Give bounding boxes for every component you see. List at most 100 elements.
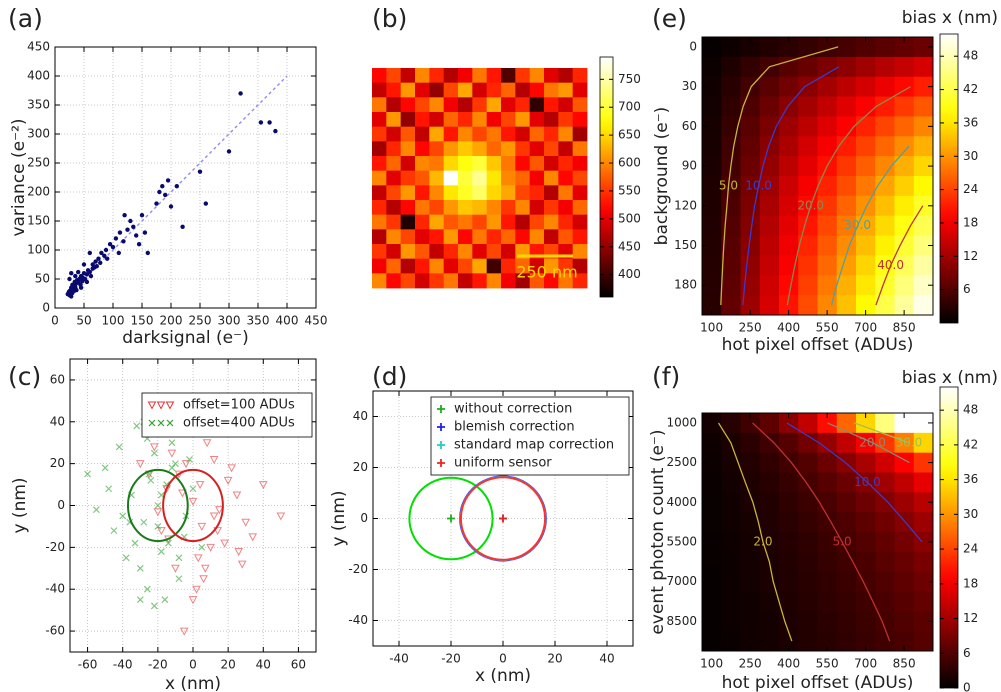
heatmap-cell [443,112,459,128]
heatmap-cell [501,273,516,289]
heatmap-cell [894,255,915,276]
heatmap-cell [429,82,445,98]
heatmap-cell [515,112,531,128]
heatmap-cell [721,255,741,276]
heatmap-cell [721,591,741,612]
heatmap-cell [798,96,818,117]
heatmap-cell [544,229,559,245]
data-point [71,283,76,289]
heatmap-cell [875,432,895,454]
heatmap-cell [740,255,761,276]
heatmap-cell [913,156,934,177]
colorbar-tick-label: 42 [963,82,978,96]
data-point [98,260,103,265]
legend-marker [437,441,445,449]
x-tick-label: 100 [700,657,723,671]
heatmap-cell [798,591,818,612]
data-point [121,239,126,244]
heatmap-cell [429,126,445,142]
heatmap-cell [875,255,895,276]
heatmap-cell [443,170,459,186]
heatmap-cell [740,136,761,157]
data-point [105,256,110,261]
heatmap-cell [721,295,741,316]
heatmap-cell [529,68,545,84]
x-tick-label: 850 [893,321,916,335]
heatmap-cell [798,631,818,652]
heatmap-cell [836,591,857,612]
heatmap-cell [779,176,799,197]
y-tick-label: -20 [45,540,65,554]
x-tick-label: 0 [189,658,197,672]
data-point [150,602,158,610]
heatmap-cell [415,141,430,157]
data-point [140,518,148,526]
heatmap-cell [817,631,838,652]
heatmap-cell [721,37,741,58]
heatmap-cell [501,185,516,201]
y-tick-label: 40 [50,414,65,428]
y-tick-label: 20 [50,456,65,470]
heatmap-cell [875,452,895,473]
heatmap-cell [486,156,502,172]
heatmap-cell [386,229,402,245]
heatmap-cell [740,37,761,58]
heatmap-cell [486,126,502,142]
data-point [122,554,130,562]
colorbar-tick-label: 12 [963,249,978,263]
data-point [499,514,507,523]
data-point [122,213,127,218]
heatmap-cell [515,200,531,216]
data-point [164,539,172,547]
scale-bar-label: 250 nm [516,263,577,282]
heatmap-cell [515,229,531,245]
heatmap-cell [798,275,818,296]
heatmap-cell [372,214,387,230]
heatmap-cell [415,244,430,260]
heatmap-cell [913,551,934,573]
heatmap-cell [486,244,502,260]
heatmap-cell [702,156,722,177]
heatmap-cell [779,136,799,157]
data-point [113,236,119,241]
colorbar-tick-label: 6 [963,282,971,296]
heatmap-cell [415,214,430,230]
heatmap-cell [856,136,876,157]
heatmap-cell [572,200,588,216]
heatmap-cell [429,258,445,274]
heatmap-cell [856,611,876,632]
heatmap-cell [372,126,387,142]
colorbar-tick-label: 48 [963,403,978,417]
colorbar-tick-label: 30 [963,149,978,163]
heatmap-cell [544,112,559,128]
heatmap-cell [798,492,818,513]
heatmap-cell [486,273,502,289]
heatmap-cell [544,156,559,172]
heatmap-cell [572,258,588,274]
heatmap-cell [875,295,895,316]
heatmap-cell [798,295,818,316]
data-point [84,279,90,285]
heatmap-cell [702,452,722,473]
colorbar [599,56,614,298]
heatmap-cell [740,215,761,236]
heatmap-cell [836,176,857,197]
heatmap-cell [472,273,488,289]
heatmap-cell [400,141,416,157]
x-tick-label: 150 [131,314,154,328]
heatmap-cell [894,551,915,573]
heatmap-cell [386,273,402,289]
heatmap-cell [856,176,876,197]
heatmap-cell [740,591,761,612]
heatmap-cell [486,214,502,230]
heatmap-cell [372,141,387,157]
heatmap-cell [443,200,459,216]
heatmap-cell [443,141,459,157]
heatmap-cell [721,136,741,157]
heatmap-cell [400,68,416,84]
heatmap-cell [798,176,818,197]
heatmap-cell [836,116,857,137]
heatmap-cell [400,244,416,260]
data-point [150,443,159,452]
data-point [198,543,206,551]
